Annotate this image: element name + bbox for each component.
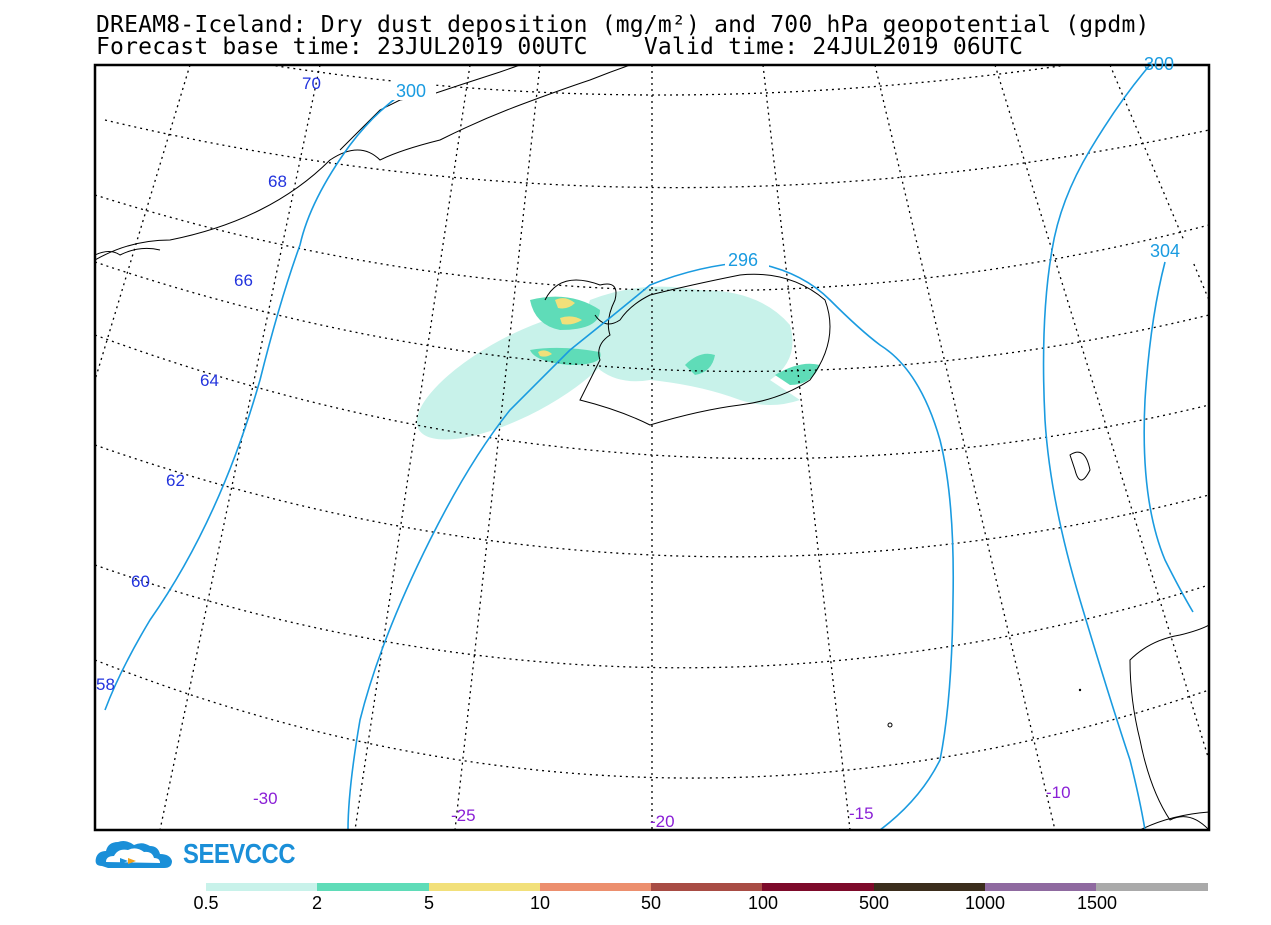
latitude-label: 66 xyxy=(234,271,253,290)
contour-label: 304 xyxy=(1150,241,1180,261)
legend-label: 50 xyxy=(640,893,662,913)
legend-swatch xyxy=(1096,883,1208,891)
coastlines xyxy=(95,65,1209,830)
legend-swatch xyxy=(762,883,874,891)
legend-label: 2 xyxy=(311,893,323,913)
legend-swatch xyxy=(206,883,318,891)
contour-label: 296 xyxy=(728,250,758,270)
latitude-label: 64 xyxy=(200,371,219,390)
legend-label: 1500 xyxy=(1076,893,1118,913)
longitude-label: -10 xyxy=(1046,783,1071,802)
contour-label: 300 xyxy=(396,81,426,101)
contour-296-west xyxy=(347,349,571,830)
latitude-label: 70 xyxy=(302,74,321,93)
latitude-label: 68 xyxy=(268,172,287,191)
latitude-label: 58 xyxy=(96,675,115,694)
legend-label: 1000 xyxy=(964,893,1006,913)
longitude-label: -25 xyxy=(451,806,476,825)
legend-label: 500 xyxy=(858,893,890,913)
legend-swatch xyxy=(539,883,652,891)
latitude-labels: 70 68 66 64 62 60 58 xyxy=(96,74,321,694)
map-title: DREAM8-Iceland: Dry dust deposition (mg/… xyxy=(96,12,1150,38)
legend-swatch xyxy=(651,883,763,891)
map-content xyxy=(95,65,1209,830)
legend-swatch xyxy=(317,883,429,891)
logo-text: SEEVCCC xyxy=(183,838,296,869)
map-subtitle: Forecast base time: 23JUL2019 00UTC Vali… xyxy=(96,34,1024,60)
latitude-label: 62 xyxy=(166,471,185,490)
longitude-label: -30 xyxy=(253,789,278,808)
longitude-label: -15 xyxy=(849,804,874,823)
geopotential-contours xyxy=(104,65,1194,830)
contour-304 xyxy=(1143,261,1194,613)
contour-labels: 300 296 304 300 xyxy=(392,54,1194,270)
map-frame xyxy=(93,63,1211,832)
legend-label: 0.5 xyxy=(193,893,219,913)
latitude-label: 60 xyxy=(131,572,150,591)
legend-labels: 0.5 2 5 10 50 100 500 1000 1500 xyxy=(0,893,1271,915)
legend-label: 100 xyxy=(747,893,779,913)
island-dot xyxy=(887,722,893,728)
cloud-logo-icon xyxy=(95,841,172,868)
longitude-labels: -30 -25 -20 -15 -10 xyxy=(253,783,1071,831)
dust-deposition-fill xyxy=(416,286,820,440)
legend-label: 10 xyxy=(529,893,551,913)
legend-label: 5 xyxy=(423,893,435,913)
longitude-label: -20 xyxy=(650,812,675,831)
color-legend xyxy=(206,883,1208,891)
legend-swatch xyxy=(873,883,986,891)
contour-300-west xyxy=(104,81,421,711)
longitude-graticule xyxy=(95,65,1209,830)
legend-swatch xyxy=(428,883,540,891)
island-dot xyxy=(1078,688,1082,692)
contour-label: 300 xyxy=(1144,54,1174,74)
contour-296 xyxy=(569,261,955,830)
legend-swatch xyxy=(985,883,1097,891)
contour-300-east xyxy=(1042,65,1151,830)
latitude-graticule xyxy=(95,65,1209,779)
